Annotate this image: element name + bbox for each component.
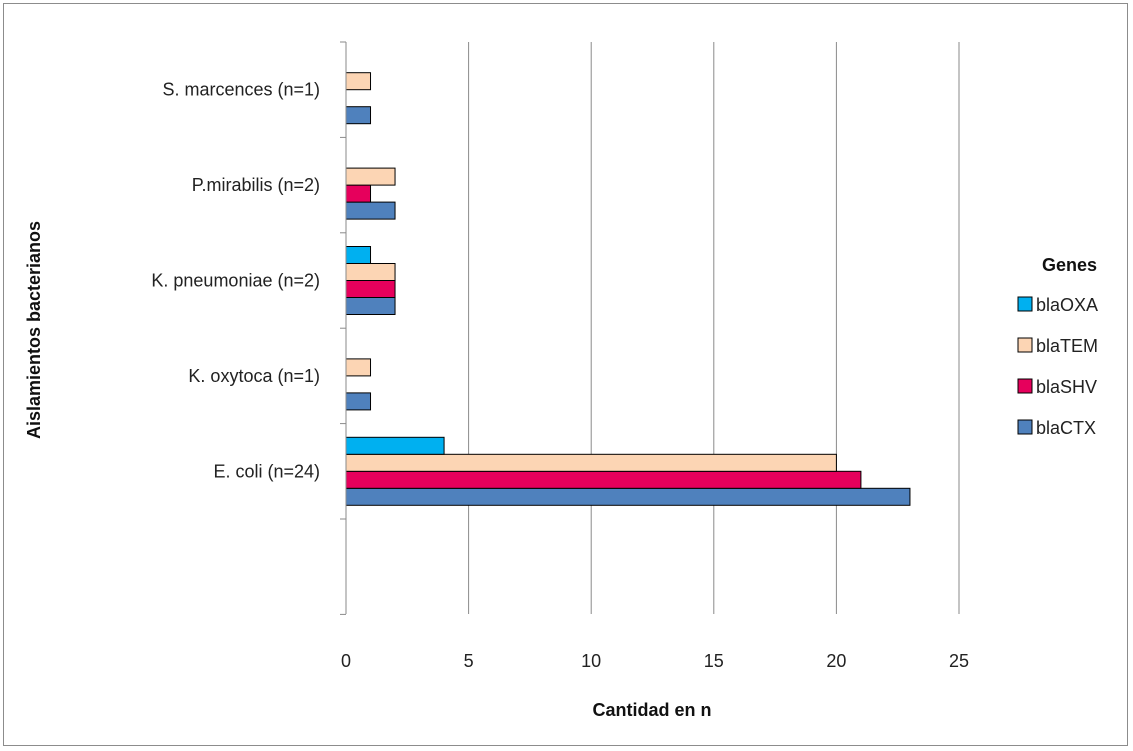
legend-label-blatem: blaTEM [1036,336,1098,356]
x-axis-title: Cantidad en n [592,700,711,720]
bar-blashv-p-mirabilis-n-2 [345,184,372,203]
x-tick-label-15: 15 [704,651,724,671]
bar-blaoxa-e-coli-n-24 [345,436,445,455]
bar-blactx-p-mirabilis-n-2 [345,201,396,220]
x-tick-label-10: 10 [581,651,601,671]
bar-blactx-s-marcences-n-1 [345,106,372,125]
bar-blatem-s-marcences-n-1 [345,72,372,91]
axes [340,41,347,615]
legend-swatch-blactx [1017,419,1033,435]
legend-swatch-blatem [1017,337,1033,353]
legend-swatch-blashv [1017,378,1033,394]
legend-swatch-blaoxa [1017,296,1033,312]
bar-blactx-k-pneumoniae-n-2 [345,297,396,315]
x-tick-labels: 0 5 10 15 20 25 [341,651,969,671]
bar-blatem-k-pneumoniae-n-2 [345,263,396,281]
legend-label-blashv: blaSHV [1036,377,1097,397]
bar-blactx-e-coli-n-24 [345,487,911,506]
gridlines [468,42,960,614]
category-label-p-mirabilis-n-2: P.mirabilis (n=2) [192,175,320,195]
x-tick-label-20: 20 [826,651,846,671]
bars [345,72,911,506]
x-tick-label-0: 0 [341,651,351,671]
bar-blatem-p-mirabilis-n-2 [345,167,396,186]
bar-blashv-k-pneumoniae-n-2 [345,280,396,298]
chart-frame [3,3,1128,746]
bar-blactx-k-oxytoca-n-1 [345,392,372,411]
category-labels: E. coli (n=24) K. oxytoca (n=1) K. pneumon… [151,80,320,482]
category-label-k-pneumoniae-n-2: K. pneumoniae (n=2) [151,271,320,291]
bar-blashv-e-coli-n-24 [345,470,862,489]
category-label-s-marcences-n-1: S. marcences (n=1) [162,80,320,100]
legend-label-blactx: blaCTX [1036,418,1096,438]
x-tick-label-25: 25 [949,651,969,671]
category-label-k-oxytoca-n-1: K. oxytoca (n=1) [188,366,320,386]
category-label-e-coli-n-24: E. coli (n=24) [213,461,320,481]
bar-blatem-e-coli-n-24 [345,453,837,472]
legend-label-blaoxa: blaOXA [1036,295,1098,315]
bar-blatem-k-oxytoca-n-1 [345,358,372,377]
legend: blaOXA blaTEM blaSHV blaCTX [1017,295,1098,438]
legend-title: Genes [1042,255,1097,275]
bar-blaoxa-k-pneumoniae-n-2 [345,246,372,264]
y-axis-title: Aislamientos bacterianos [24,221,44,439]
x-tick-label-5: 5 [464,651,474,671]
